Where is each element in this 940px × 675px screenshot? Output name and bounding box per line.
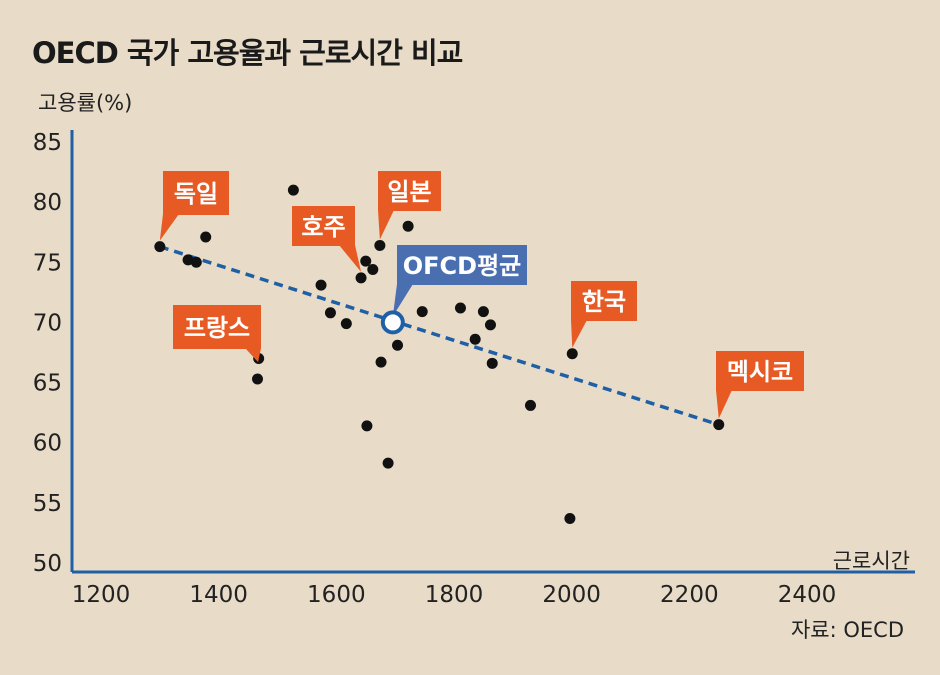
data-point <box>382 457 394 469</box>
data-point <box>361 420 373 432</box>
callout-label: OFCD평균 <box>403 252 522 280</box>
x-tick-label: 2400 <box>778 582 837 608</box>
callout-label: 일본 <box>387 178 431 206</box>
y-tick-label: 85 <box>33 130 62 156</box>
data-point <box>375 356 387 368</box>
data-point <box>200 231 212 243</box>
x-tick-label: 2000 <box>542 582 601 608</box>
callout-country: 멕시코 <box>716 351 804 419</box>
y-tick-label: 55 <box>33 491 62 517</box>
callout-box <box>397 245 527 285</box>
data-point <box>360 255 372 267</box>
data-point <box>367 264 379 276</box>
source-note: 자료: OECD <box>790 618 904 642</box>
callout-box <box>571 281 637 321</box>
data-point <box>524 399 536 411</box>
y-tick-label: 70 <box>33 310 62 336</box>
callout-pointer <box>339 245 362 272</box>
x-tick-label: 1800 <box>425 582 484 608</box>
data-point <box>564 512 576 524</box>
x-tick-label: 1600 <box>307 582 366 608</box>
x-tick-label: 1400 <box>189 582 248 608</box>
average-point <box>380 310 405 335</box>
callout-country: 일본 <box>378 171 441 240</box>
data-point <box>340 318 352 330</box>
callout-country: 프랑스 <box>173 305 261 363</box>
data-point <box>355 272 367 284</box>
callout-label: 멕시코 <box>727 358 793 386</box>
y-tick-label: 75 <box>33 250 62 276</box>
data-point <box>454 302 466 314</box>
y-tick-label: 50 <box>33 551 62 577</box>
data-point <box>190 256 202 268</box>
callout-pointer <box>571 320 587 348</box>
data-point <box>251 373 263 385</box>
y-tick-labels: 50 55 60 65 70 75 80 85 <box>33 130 62 577</box>
callout-label: 호주 <box>301 213 345 241</box>
data-point <box>402 220 414 232</box>
data-point <box>154 241 166 253</box>
data-point <box>713 419 725 431</box>
data-point <box>477 306 489 318</box>
trend-line <box>159 244 720 427</box>
callout-country: 호주 <box>292 206 362 272</box>
callout-pointer <box>245 348 261 363</box>
y-tick-label: 60 <box>33 431 62 457</box>
data-point <box>486 357 498 369</box>
x-tick-label: 2200 <box>660 582 719 608</box>
data-point <box>566 348 578 360</box>
data-point <box>374 239 386 251</box>
callout-pointer <box>392 284 413 317</box>
data-point <box>315 279 327 291</box>
chart-title: OECD 국가 고용율과 근로시간 비교 <box>32 36 463 70</box>
y-axis-title: 고용률(%) <box>38 91 132 115</box>
data-point <box>416 306 428 318</box>
x-tick-label: 1200 <box>72 582 131 608</box>
callout-label: 한국 <box>582 288 626 316</box>
data-point <box>469 333 481 345</box>
callout-pointer <box>378 210 394 240</box>
data-point <box>287 184 299 196</box>
data-points <box>154 184 725 524</box>
callout-country: 독일 <box>159 171 229 241</box>
callout-country: 한국 <box>571 281 637 348</box>
callout-box <box>163 171 229 215</box>
y-tick-label: 65 <box>33 371 62 397</box>
callout-pointer <box>159 214 179 241</box>
callout-box <box>378 171 441 211</box>
data-point <box>484 319 496 331</box>
callout-box <box>173 305 261 349</box>
callout-label: 프랑스 <box>184 314 250 342</box>
callout-box <box>716 351 804 391</box>
callout-average: OFCD평균 <box>392 245 527 317</box>
y-tick-label: 80 <box>33 190 62 216</box>
x-tick-labels: 1200 1400 1600 1800 2000 2200 2400 <box>72 582 837 608</box>
x-axis-title: 근로시간 <box>833 549 910 573</box>
callout-label: 독일 <box>174 180 218 208</box>
callout-pointer <box>716 390 732 419</box>
data-point <box>324 307 336 319</box>
data-point <box>392 339 404 351</box>
callout-box <box>292 206 355 246</box>
